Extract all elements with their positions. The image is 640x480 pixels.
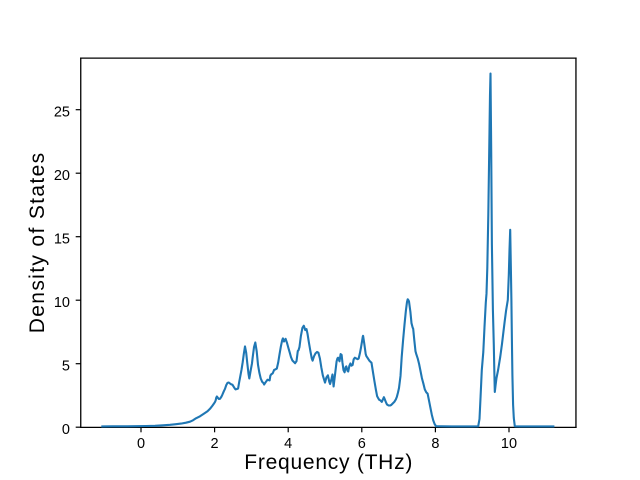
svg-text:5: 5 [62, 359, 70, 375]
svg-text:4: 4 [284, 436, 292, 452]
svg-text:10: 10 [501, 436, 517, 452]
svg-text:8: 8 [431, 436, 439, 452]
svg-text:Frequency (THz): Frequency (THz) [244, 451, 413, 474]
svg-text:0: 0 [137, 436, 145, 452]
svg-text:0: 0 [62, 422, 70, 438]
svg-text:6: 6 [358, 436, 366, 452]
svg-text:10: 10 [54, 295, 70, 311]
svg-text:15: 15 [54, 232, 70, 248]
svg-text:25: 25 [54, 105, 70, 121]
svg-text:2: 2 [211, 436, 219, 452]
svg-text:20: 20 [54, 168, 70, 184]
svg-text:Density of States: Density of States [26, 152, 49, 334]
